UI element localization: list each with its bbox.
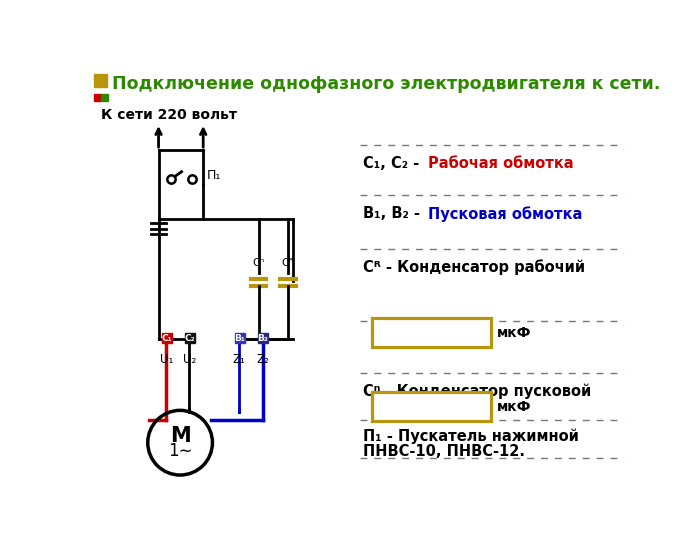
Text: B₁: B₁ xyxy=(234,334,245,343)
Bar xyxy=(94,74,107,87)
Bar xyxy=(101,94,108,101)
Text: Сⁿ: Сⁿ xyxy=(253,258,265,268)
Text: Подключение однофазного электродвигателя к сети.: Подключение однофазного электродвигателя… xyxy=(112,75,661,93)
Text: Сⁿ - Конденсатор пусковой: Сⁿ - Конденсатор пусковой xyxy=(363,384,591,399)
Text: Сᴿ: Сᴿ xyxy=(281,258,294,268)
Text: Пусковая обмотка: Пусковая обмотка xyxy=(428,207,582,222)
Bar xyxy=(94,94,101,101)
Text: 1∼: 1∼ xyxy=(168,442,193,460)
Text: Z₂: Z₂ xyxy=(256,353,269,366)
Bar xyxy=(372,392,491,421)
Text: B₂: B₂ xyxy=(257,334,268,343)
Text: Сᴿ - Конденсатор рабочий: Сᴿ - Конденсатор рабочий xyxy=(363,259,584,275)
Bar xyxy=(185,334,195,343)
Bar xyxy=(162,334,172,343)
Text: М: М xyxy=(169,426,190,446)
Text: C₁: C₁ xyxy=(161,334,172,343)
Text: Z₁: Z₁ xyxy=(233,353,246,366)
Text: U₂: U₂ xyxy=(183,353,196,366)
Text: П₁ - Пускатель нажимной: П₁ - Пускатель нажимной xyxy=(363,429,578,444)
Text: С₁, С₂ -: С₁, С₂ - xyxy=(363,156,424,171)
Text: U₁: U₁ xyxy=(160,353,173,366)
Text: мкФ: мкФ xyxy=(497,399,532,414)
Text: ПНВС-10, ПНВС-12.: ПНВС-10, ПНВС-12. xyxy=(363,444,524,459)
Text: П₁: П₁ xyxy=(206,169,220,182)
Text: C₂: C₂ xyxy=(184,334,195,343)
Bar xyxy=(372,318,491,347)
Text: мкФ: мкФ xyxy=(497,325,532,340)
Bar xyxy=(234,334,245,343)
Text: Рабочая обмотка: Рабочая обмотка xyxy=(428,156,574,171)
Text: В₁, В₂ -: В₁, В₂ - xyxy=(363,207,425,221)
Text: К сети 220 вольт: К сети 220 вольт xyxy=(101,108,237,122)
Bar xyxy=(258,334,268,343)
